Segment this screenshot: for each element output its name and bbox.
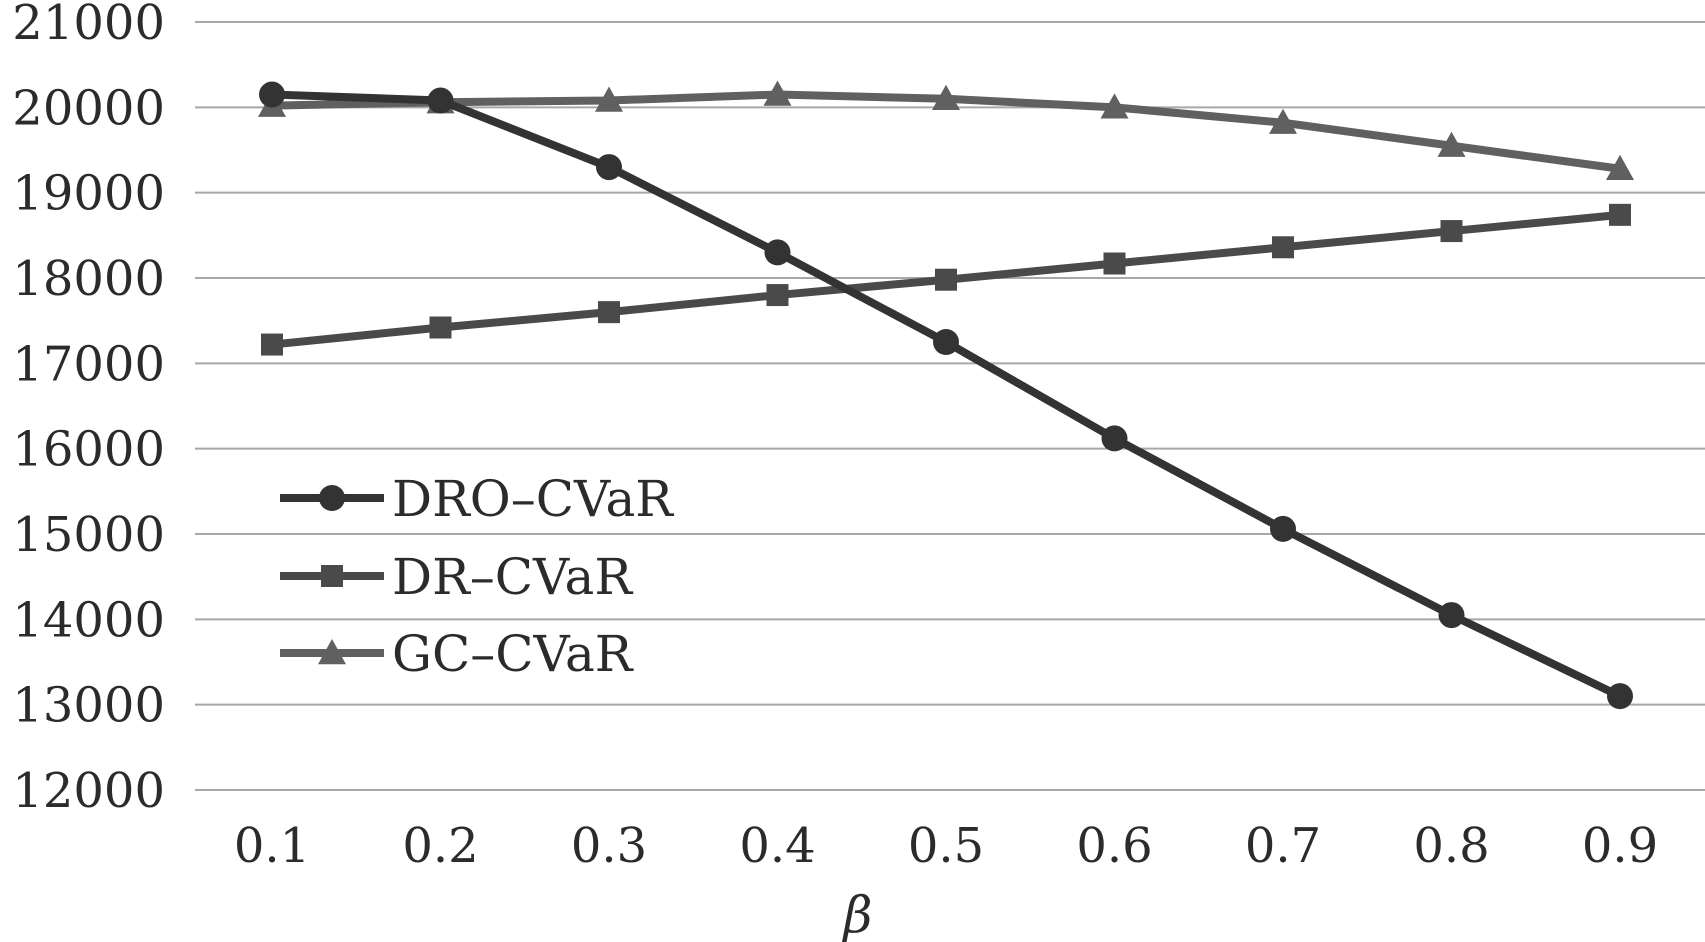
legend-marker — [318, 639, 346, 665]
x-tick-label: 0.7 — [1245, 818, 1321, 874]
legend-item: GC–CVaR — [280, 625, 634, 683]
y-tick-label: 18000 — [12, 251, 165, 307]
x-tick-label: 0.6 — [1076, 818, 1152, 874]
y-tick-label: 20000 — [12, 80, 165, 136]
y-tick-label: 13000 — [12, 678, 165, 734]
data-point-square — [1440, 220, 1463, 243]
x-tick-label: 0.4 — [739, 818, 815, 874]
data-point-square — [1103, 252, 1126, 275]
x-axis-ticks: 0.1 0.2 0.3 0.4 0.5 0.6 0.7 0.8 0.9 — [234, 818, 1658, 874]
data-point-triangle — [1269, 108, 1297, 134]
data-point-circle — [1438, 602, 1465, 629]
legend-label: DRO–CVaR — [392, 470, 674, 528]
y-tick-label: 17000 — [12, 336, 165, 392]
data-point-circle — [596, 154, 622, 181]
series-0 — [259, 81, 1633, 710]
legend-marker — [319, 485, 345, 511]
x-axis-title: β — [842, 886, 873, 942]
x-tick-label: 0.2 — [402, 818, 478, 874]
y-tick-label: 14000 — [12, 592, 165, 648]
series-group — [258, 80, 1634, 710]
legend-item: DRO–CVaR — [280, 470, 674, 528]
data-point-circle — [1607, 683, 1633, 710]
data-point-circle — [1270, 515, 1296, 542]
y-axis-ticks: 12000 13000 14000 15000 16000 17000 18000 19000… — [12, 0, 165, 819]
legend-item: DR–CVaR — [280, 548, 633, 606]
data-point-square — [261, 333, 283, 356]
data-point-circle — [933, 329, 959, 355]
legend-label: GC–CVaR — [392, 625, 634, 683]
data-point-triangle — [595, 86, 623, 112]
data-point-circle — [427, 87, 454, 114]
legend-label: DR–CVaR — [392, 548, 633, 606]
y-tick-label: 19000 — [12, 166, 165, 222]
x-tick-label: 0.3 — [571, 818, 647, 874]
y-tick-label: 16000 — [12, 422, 165, 478]
legend: DRO–CVaR DR–CVaR GC–CVaR — [280, 470, 674, 683]
x-tick-label: 0.1 — [234, 818, 310, 874]
data-point-triangle — [1100, 93, 1129, 119]
data-point-square — [935, 268, 957, 291]
data-point-triangle — [1606, 154, 1634, 180]
y-tick-label: 21000 — [12, 0, 165, 51]
series-2 — [258, 80, 1634, 180]
data-point-circle — [764, 239, 791, 266]
data-point-square — [1609, 203, 1631, 226]
y-tick-label: 15000 — [12, 507, 165, 563]
data-point-triangle — [763, 80, 792, 106]
data-point-circle — [259, 81, 285, 108]
legend-marker — [321, 565, 343, 587]
data-point-square — [429, 316, 452, 339]
x-tick-label: 0.5 — [908, 818, 984, 874]
data-point-circle — [1101, 425, 1128, 452]
x-tick-label: 0.9 — [1582, 818, 1658, 874]
data-point-triangle — [1437, 131, 1466, 157]
data-point-square — [1272, 236, 1294, 259]
data-point-triangle — [932, 84, 960, 110]
data-point-square — [598, 301, 620, 324]
x-tick-label: 0.8 — [1413, 818, 1489, 874]
data-point-square — [766, 284, 789, 307]
y-tick-label: 12000 — [12, 763, 165, 819]
series-1 — [261, 203, 1631, 356]
